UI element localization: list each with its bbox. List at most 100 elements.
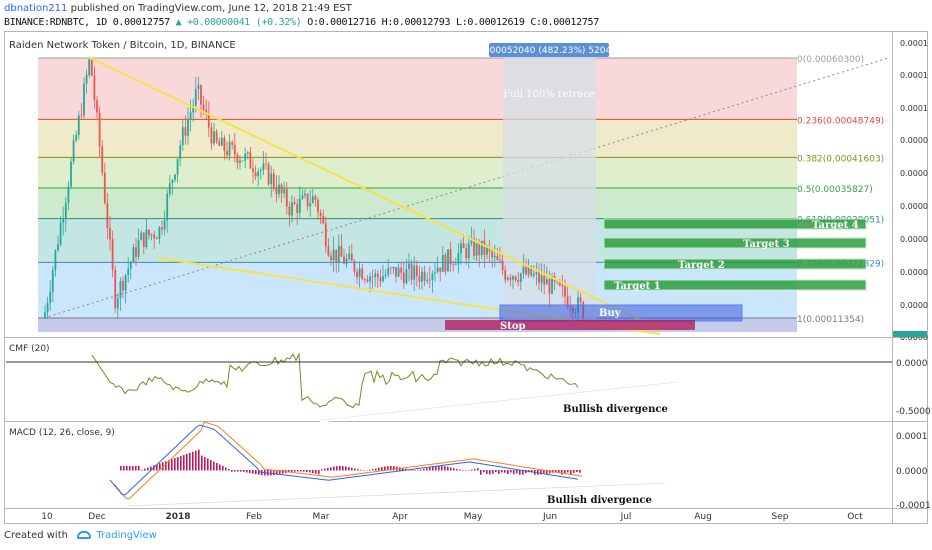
candle-body	[548, 279, 551, 294]
candle-body	[496, 255, 499, 261]
time-axis-label: May	[464, 512, 483, 522]
candle-body	[525, 266, 527, 275]
candle-body	[499, 260, 501, 261]
target-label: Target 4	[812, 220, 859, 231]
macd-histogram-bar	[438, 466, 440, 471]
candle-body	[148, 229, 150, 236]
candle-body	[223, 137, 226, 151]
candle-body	[475, 243, 478, 256]
candle-body	[192, 105, 195, 113]
candle-body	[64, 202, 67, 219]
chart-frame	[4, 31, 928, 524]
candle-body	[171, 179, 174, 184]
macd-histogram-bar	[303, 470, 305, 472]
target-box[interactable]	[603, 237, 867, 249]
price-axis-label: 0.0000	[900, 333, 928, 342]
ticker-ohlc: O:0.00012716 H:0.00012793 L:0.00012619 C…	[307, 17, 599, 28]
candle-body	[145, 229, 148, 248]
macd-histogram-bar	[198, 449, 200, 471]
candle-body	[395, 267, 397, 277]
macd-histogram-bar	[543, 470, 545, 474]
macd-histogram-bar	[330, 467, 332, 471]
target-label: Target 1	[614, 281, 661, 292]
buy-label: Buy	[599, 308, 622, 319]
candle-body	[493, 255, 496, 258]
macd-histogram-bar	[309, 470, 311, 473]
price-axis[interactable]: 0.0001 0.0001 0.0001 0.0000 0.0000 0.0000 0.00…	[893, 39, 928, 342]
candle-body	[376, 273, 379, 278]
macd-histogram-bar	[348, 467, 350, 471]
target-boxes[interactable]: Target 4 Target 3 Target 2 Target 1 Buy Stop	[445, 218, 867, 332]
tradingview-link[interactable]: TradingView	[96, 530, 157, 541]
time-axis-label: Aug	[694, 512, 712, 522]
macd-axis-top: 0.0001	[896, 432, 928, 442]
macd-histogram-bar	[186, 453, 188, 471]
macd-histogram-bar	[471, 469, 473, 471]
candle-body	[135, 247, 137, 257]
macd-histogram-bar	[129, 466, 131, 471]
candle-body	[67, 186, 70, 203]
candle-body	[205, 109, 208, 114]
price-axis-label: 0.0001	[900, 71, 928, 80]
candle-body	[384, 274, 387, 277]
candle-body	[140, 232, 143, 241]
measure-label: 0.00052040 (482.23%) 52040	[481, 46, 617, 56]
time-axis[interactable]: 10 Dec 2018 Feb Mar Apr May Jun Jul Aug Sep Oct	[41, 512, 863, 522]
stop-box[interactable]	[445, 320, 695, 330]
candle-body	[174, 174, 176, 180]
candle-body	[350, 253, 353, 261]
macd-histogram-bar	[225, 467, 227, 471]
target-box[interactable]	[603, 279, 867, 291]
wedge-upper-line[interactable]	[87, 56, 663, 331]
candle-body	[226, 150, 228, 156]
candle-body	[168, 183, 171, 194]
macd-histogram-bar	[486, 470, 488, 474]
macd-histogram-bar	[297, 470, 299, 472]
macd-histogram-bar	[402, 467, 404, 471]
macd-histogram-bar	[120, 466, 122, 471]
measure-tag	[489, 43, 609, 57]
candle-body	[436, 267, 439, 273]
target-box[interactable]	[603, 218, 867, 230]
macd-histogram-bar	[549, 470, 551, 474]
candle-body	[413, 265, 416, 280]
candle-body	[405, 269, 408, 284]
time-axis-label: Jul	[620, 512, 632, 522]
macd-histogram-bar	[300, 470, 302, 472]
candle-body	[285, 189, 288, 207]
candle-body	[387, 267, 390, 275]
macd-histogram-bar	[414, 469, 416, 471]
candle-body	[244, 153, 247, 161]
buy-box[interactable]	[499, 304, 743, 322]
candle-body	[428, 279, 431, 281]
candle-body	[337, 245, 340, 262]
macd-histogram-bar	[477, 468, 479, 471]
macd-histogram-bar	[390, 466, 392, 471]
candle-body	[473, 238, 475, 256]
candle-body	[343, 256, 345, 264]
macd-histogram-bar	[495, 470, 497, 473]
macd-histogram-bar	[312, 470, 314, 474]
candle-body	[486, 247, 488, 255]
macd-histogram-bar	[525, 470, 527, 474]
macd-histogram-bar	[519, 470, 521, 475]
macd-divergence-label: Bullish divergence	[547, 495, 652, 506]
macd-histogram-bar	[228, 469, 230, 471]
macd-panel	[109, 421, 666, 508]
macd-histogram-bar	[537, 470, 539, 475]
candle-body	[72, 140, 75, 162]
candle-body	[103, 172, 106, 204]
macd-histogram-bar	[576, 470, 578, 473]
macd-histogram-bar	[513, 470, 515, 475]
candle-body	[59, 222, 62, 245]
macd-histogram-bar	[531, 470, 533, 473]
candle-body	[200, 85, 202, 105]
target-label: Target 3	[743, 239, 790, 250]
time-axis-label: Feb	[246, 512, 262, 522]
username-link[interactable]: dbnation211	[4, 3, 68, 14]
macd-histogram-bar	[492, 470, 494, 474]
candle-body	[49, 291, 52, 303]
target-box[interactable]	[603, 258, 867, 270]
candle-body	[101, 146, 104, 173]
macd-histogram-bar	[279, 470, 281, 475]
